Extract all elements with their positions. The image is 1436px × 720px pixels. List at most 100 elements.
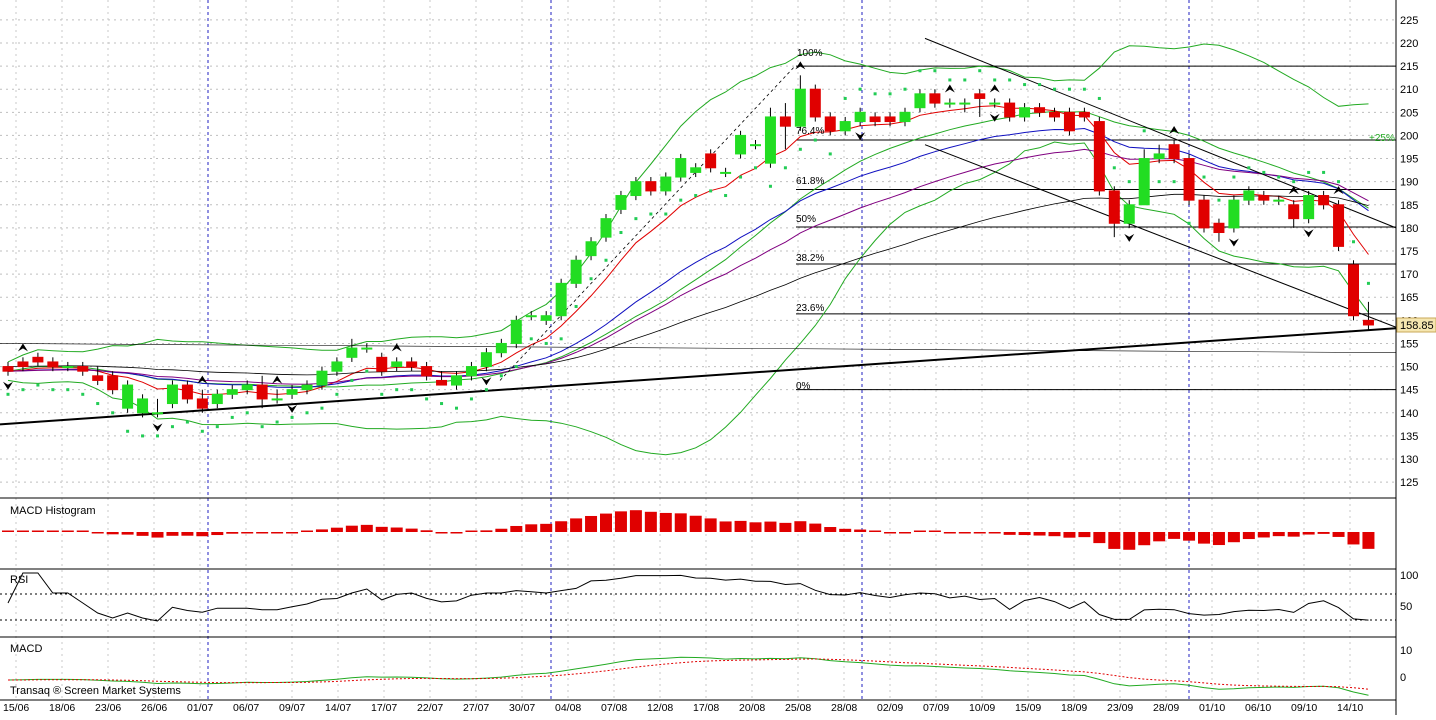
fractal-up-arrow bbox=[197, 375, 208, 384]
sar-dot bbox=[350, 378, 354, 382]
sar-dot bbox=[1112, 166, 1116, 170]
y-tick-label: 205 bbox=[1400, 107, 1418, 119]
candle-body bbox=[1228, 199, 1240, 229]
candle-body bbox=[750, 144, 761, 147]
sar-dot bbox=[275, 420, 279, 424]
fractal-down-arrow bbox=[152, 423, 163, 432]
y-tick-label: 225 bbox=[1400, 15, 1418, 27]
candle-body bbox=[929, 93, 941, 104]
sar-dot bbox=[1202, 175, 1206, 179]
candle-body bbox=[645, 181, 657, 192]
sar-dot bbox=[963, 78, 967, 82]
sar-dot bbox=[245, 411, 249, 415]
x-tick-label: 23/06 bbox=[95, 702, 121, 714]
macd-hist-bar bbox=[480, 530, 493, 532]
candle-body bbox=[301, 384, 313, 391]
sar-dot bbox=[1142, 129, 1146, 133]
candle-body bbox=[1318, 195, 1330, 206]
candle-body bbox=[585, 241, 597, 257]
macd-hist-bar bbox=[854, 529, 867, 532]
x-tick-label: 14/10 bbox=[1337, 702, 1363, 714]
resistance-trendline bbox=[924, 37, 1397, 229]
candle-body bbox=[809, 88, 821, 118]
macd-hist-bar bbox=[465, 530, 478, 532]
candle-body bbox=[1333, 204, 1345, 247]
candle-body bbox=[794, 88, 806, 127]
candle-body bbox=[32, 356, 44, 363]
sar-dot bbox=[993, 78, 997, 82]
macd-line bbox=[7, 656, 1369, 696]
sar-dot bbox=[544, 341, 548, 345]
sar-dot bbox=[1053, 87, 1056, 91]
percent-tag: +25% bbox=[1369, 133, 1395, 144]
sar-dot bbox=[185, 420, 189, 424]
macd-hist-bar bbox=[1108, 532, 1121, 549]
macd-hist-bar bbox=[46, 530, 59, 532]
sar-dot bbox=[933, 69, 937, 73]
sar-dot bbox=[828, 152, 832, 156]
candle-body bbox=[570, 259, 582, 284]
candle-body bbox=[376, 356, 388, 372]
macd-hist-bar bbox=[779, 522, 792, 532]
sar-dot bbox=[1277, 175, 1281, 179]
candle-body bbox=[1213, 222, 1225, 234]
candle-body bbox=[17, 361, 29, 368]
macd-hist-bar bbox=[211, 532, 224, 536]
macd-hist-bar bbox=[659, 512, 672, 532]
sar-dot bbox=[664, 212, 668, 216]
candle-body bbox=[779, 116, 791, 127]
macd-hist-bar bbox=[1033, 532, 1046, 536]
macd-hist-bar bbox=[958, 532, 971, 534]
candle-body bbox=[316, 370, 328, 386]
sar-dot bbox=[499, 374, 503, 378]
macd-hist-bar bbox=[271, 532, 284, 534]
candle-body bbox=[540, 315, 552, 321]
fractal-up-arrow bbox=[272, 375, 283, 384]
macd-hist-bar bbox=[1362, 532, 1375, 549]
candle-body bbox=[824, 116, 836, 132]
sar-dot bbox=[1322, 170, 1326, 174]
bollinger-mid bbox=[7, 110, 1369, 388]
candle-body bbox=[660, 176, 672, 192]
sar-dot bbox=[230, 415, 234, 419]
macd-hist-bar bbox=[1123, 532, 1136, 550]
candle-body bbox=[1063, 111, 1075, 132]
macd-hist-bar bbox=[1272, 532, 1285, 537]
candle-body bbox=[152, 412, 163, 415]
macd-hist-bar bbox=[1212, 532, 1225, 546]
candle-body bbox=[914, 93, 926, 109]
macd-hist-bar bbox=[435, 532, 448, 534]
x-tick-label: 23/09 bbox=[1107, 702, 1133, 714]
sar-dot bbox=[529, 337, 533, 341]
fractal-up-arrow bbox=[1288, 186, 1299, 195]
x-tick-label: 20/08 bbox=[739, 702, 765, 714]
macd-hist-bar bbox=[345, 525, 358, 532]
macd-hist-bar bbox=[1198, 532, 1210, 544]
y-tick-label: 190 bbox=[1400, 177, 1418, 189]
candle-body bbox=[884, 116, 896, 123]
macd-hist-bar bbox=[390, 527, 403, 532]
candle-body bbox=[107, 375, 119, 391]
sar-dot bbox=[679, 198, 683, 202]
macd-hist-bar bbox=[226, 532, 239, 534]
candle-body bbox=[764, 116, 776, 164]
candle-body bbox=[1243, 190, 1255, 201]
sar-dot bbox=[1352, 240, 1355, 244]
macd-hist-bar bbox=[719, 521, 732, 532]
macd-hist-bar bbox=[1183, 532, 1196, 541]
x-tick-label: 06/07 bbox=[233, 702, 259, 714]
candle-body bbox=[406, 361, 418, 368]
candle-body bbox=[271, 398, 283, 401]
macd-hist-bar bbox=[869, 530, 882, 532]
x-tick-label: 25/08 bbox=[785, 702, 811, 714]
sar-dot bbox=[305, 411, 309, 415]
y-tick-label: 165 bbox=[1400, 292, 1418, 304]
candle-body bbox=[286, 389, 298, 395]
macd-hist-bar bbox=[1302, 532, 1315, 535]
flat-line bbox=[0, 343, 1397, 353]
macd-histogram-title: MACD Histogram bbox=[10, 505, 96, 517]
candle-body bbox=[436, 379, 448, 386]
macd-hist-bar bbox=[136, 532, 149, 536]
x-tick-label: 14/07 bbox=[325, 702, 351, 714]
